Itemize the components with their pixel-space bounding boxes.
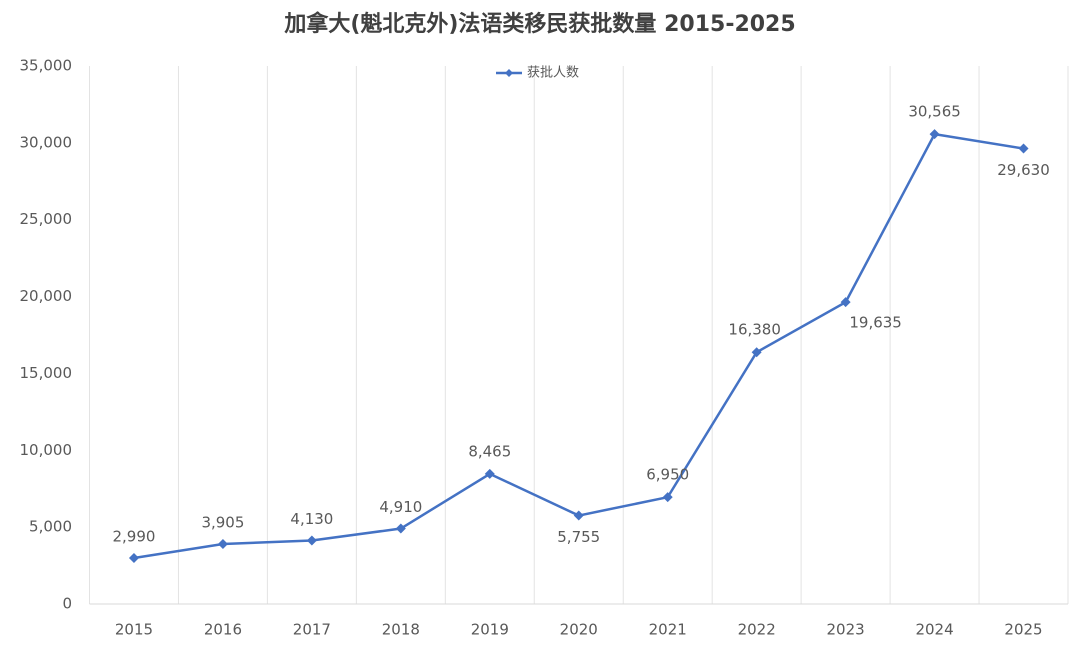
legend-marker [505, 69, 513, 77]
data-point [395, 523, 406, 534]
data-point [217, 538, 228, 549]
data-point [929, 129, 940, 140]
data-label: 30,565 [908, 103, 961, 121]
data-point [1018, 143, 1029, 154]
data-label: 29,630 [997, 161, 1050, 179]
x-tick-label: 2015 [115, 621, 153, 639]
x-tick-label: 2024 [915, 621, 953, 639]
data-point [573, 510, 584, 521]
data-label: 4,910 [379, 498, 422, 516]
data-label: 8,465 [468, 442, 511, 460]
data-label: 4,130 [290, 510, 333, 528]
data-point [484, 468, 495, 479]
data-point [751, 347, 762, 358]
data-point [840, 297, 851, 308]
x-tick-label: 2017 [293, 621, 331, 639]
x-tick-label: 2019 [471, 621, 509, 639]
x-tick-label: 2025 [1004, 621, 1042, 639]
data-label: 19,635 [849, 314, 902, 332]
data-label: 5,755 [557, 528, 600, 546]
data-point [662, 492, 673, 503]
data-label: 2,990 [113, 528, 156, 546]
y-tick-label: 10,000 [20, 441, 73, 459]
x-tick-label: 2018 [382, 621, 420, 639]
x-tick-label: 2022 [738, 621, 776, 639]
data-point [128, 553, 139, 564]
y-tick-label: 30,000 [20, 133, 73, 151]
x-tick-label: 2023 [827, 621, 865, 639]
data-label: 6,950 [646, 466, 689, 484]
y-tick-label: 25,000 [20, 210, 73, 228]
legend-label: 获批人数 [527, 66, 579, 81]
y-tick-label: 15,000 [20, 364, 73, 382]
x-tick-label: 2021 [649, 621, 687, 639]
x-tick-label: 2016 [204, 621, 242, 639]
y-tick-label: 35,000 [20, 57, 73, 75]
data-label: 16,380 [728, 321, 781, 339]
y-tick-label: 5,000 [29, 518, 72, 536]
data-point [306, 535, 317, 546]
data-label: 3,905 [201, 513, 244, 531]
chart-title: 加拿大(魁北克外)法语类移民获批数量 2015-2025 [283, 11, 795, 37]
y-tick-label: 20,000 [20, 287, 73, 305]
y-tick-label: 0 [62, 595, 72, 613]
x-tick-label: 2020 [560, 621, 598, 639]
